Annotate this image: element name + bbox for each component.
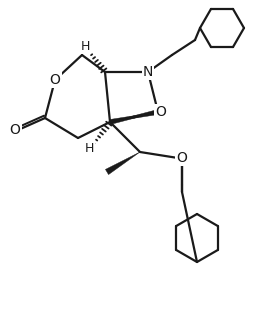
Text: O: O	[177, 151, 187, 165]
Polygon shape	[110, 110, 159, 122]
Text: H: H	[80, 39, 90, 53]
Text: O: O	[155, 105, 166, 119]
Polygon shape	[106, 152, 140, 175]
Polygon shape	[109, 112, 158, 125]
Text: O: O	[50, 73, 60, 87]
Text: N: N	[143, 65, 153, 79]
Text: O: O	[10, 123, 21, 137]
Text: H: H	[84, 142, 94, 156]
